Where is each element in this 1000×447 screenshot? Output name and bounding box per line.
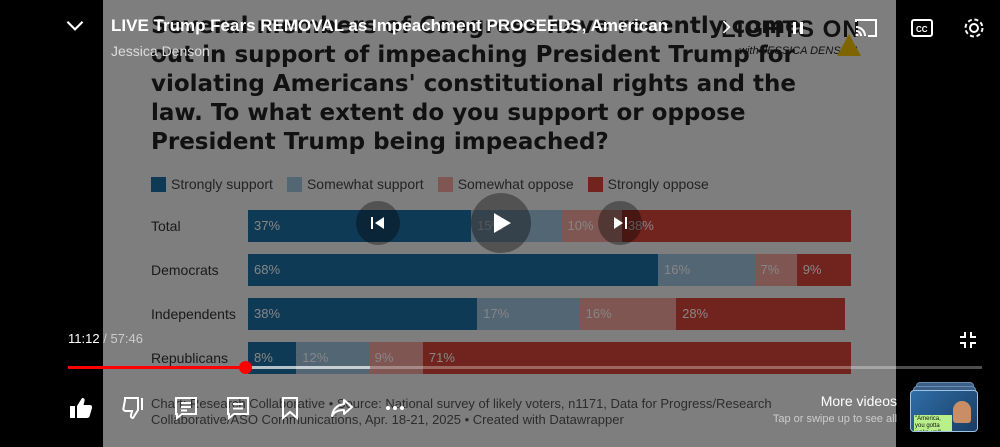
legend-item: Strongly oppose [587,176,709,192]
bar-segment: 68% [248,254,659,286]
category-label: Republicans [151,350,229,366]
more-horizontal-icon[interactable] [382,395,408,421]
thumbs-down-icon[interactable] [121,395,147,421]
pause-icon[interactable] [784,14,812,42]
play-icon [494,213,511,233]
bar-segment: 37% [248,210,472,242]
legend-item: Somewhat support [286,176,424,192]
chart-row: Democrats 68% 16% 7% 9% [151,254,851,286]
thumbs-up-icon[interactable] [68,395,94,421]
progress-scrubber[interactable] [239,361,253,374]
bar-segment: 9% [368,342,423,374]
bar-segment: 16% [579,298,677,330]
chart-row: Independents 38% 17% 16% 28% [151,298,851,330]
time-separator: / [103,331,107,346]
progress-bar[interactable] [68,361,982,374]
thumbnail-caption: "America, you gotta wake up!" [914,415,952,431]
category-label: Independents [151,306,236,322]
bar-track: 37% 15% 10% 38% [248,210,851,242]
legend-swatch [151,176,166,192]
bar-segment: 15% [471,210,562,242]
legend-label: Somewhat oppose [457,176,574,192]
legend-swatch [286,176,302,192]
cast-icon[interactable] [852,14,880,42]
legend-label: Strongly oppose [607,176,709,192]
legend-item: Somewhat oppose [437,176,574,192]
bar-segment: 17% [477,298,580,330]
bar-segment: 38% [621,210,851,242]
legend-item: Strongly support [151,176,273,192]
legend-label: Somewhat support [306,176,424,192]
bar-segment: 10% [561,210,622,242]
logo-text: LIGHTS ON [721,16,861,43]
channel-logo: LIGHTS ON with JESSICA DENSON [703,14,873,62]
bar-segment: 9% [796,254,851,286]
chevron-right-icon[interactable] [716,16,736,38]
progress-played [68,366,246,369]
bar-segment: 38% [248,298,478,330]
category-label: Total [151,218,181,234]
more-videos-title: More videos [820,393,897,409]
next-button[interactable] [598,201,642,245]
channel-name[interactable]: Jessica Denson [111,43,210,59]
bar-segment: 16% [658,254,755,286]
play-button[interactable] [471,193,531,253]
description-icon[interactable] [173,395,199,421]
bar-track: 38% 17% 16% 28% [248,298,851,330]
gear-icon[interactable] [960,14,988,42]
closed-captions-icon[interactable]: CC [908,14,936,42]
category-label: Democrats [151,262,219,278]
chart-question: Several members of Congress have recentl… [151,13,801,155]
bar-segment: 28% [676,298,845,330]
logo-subtext: with JESSICA DENSON [739,45,858,57]
chart-source: Chart: Research Collaborative • Source: … [151,396,772,427]
legend-swatch [587,176,603,192]
bar-segment: 71% [422,342,851,374]
fullscreen-exit-icon[interactable] [958,330,978,350]
share-icon[interactable] [329,395,355,421]
chart-row: Total 37% 15% 10% 38% [151,210,851,242]
previous-button[interactable] [356,201,400,245]
thumbnail-person [953,401,971,423]
legend-swatch [437,176,453,192]
comments-icon[interactable] [225,395,251,421]
bookmark-icon[interactable] [277,395,303,421]
skip-next-icon [614,217,627,229]
chevron-down-icon[interactable] [62,12,88,38]
more-videos-thumbnail[interactable]: "America, you gotta wake up!" [910,382,980,432]
skip-previous-icon [371,217,384,229]
time-current: 11:12 [68,331,100,346]
time-total: 57:46 [110,331,143,346]
time-readout: 11:12 / 57:46 [68,331,143,346]
legend-label: Strongly support [171,176,273,192]
player-top-bar: LIVE Trump Fears REMOVAL as Impeachment … [0,0,1000,64]
more-videos-hint: Tap or swipe up to see all [772,413,897,425]
thumbnail-front: "America, you gotta wake up!" [910,390,978,432]
chart-legend: Strongly support Somewhat support Somewhat… [151,176,709,192]
traffic-cone-icon [837,34,861,56]
bar-segment: 7% [754,254,797,286]
video-title[interactable]: LIVE Trump Fears REMOVAL as Impeachment … [111,16,669,35]
video-frame[interactable]: Several members of Congress have recentl… [103,0,896,447]
svg-text:CC: CC [916,25,928,34]
more-videos-button[interactable]: More videos Tap or swipe up to see all [760,393,897,425]
bar-track: 68% 16% 7% 9% [248,254,851,286]
